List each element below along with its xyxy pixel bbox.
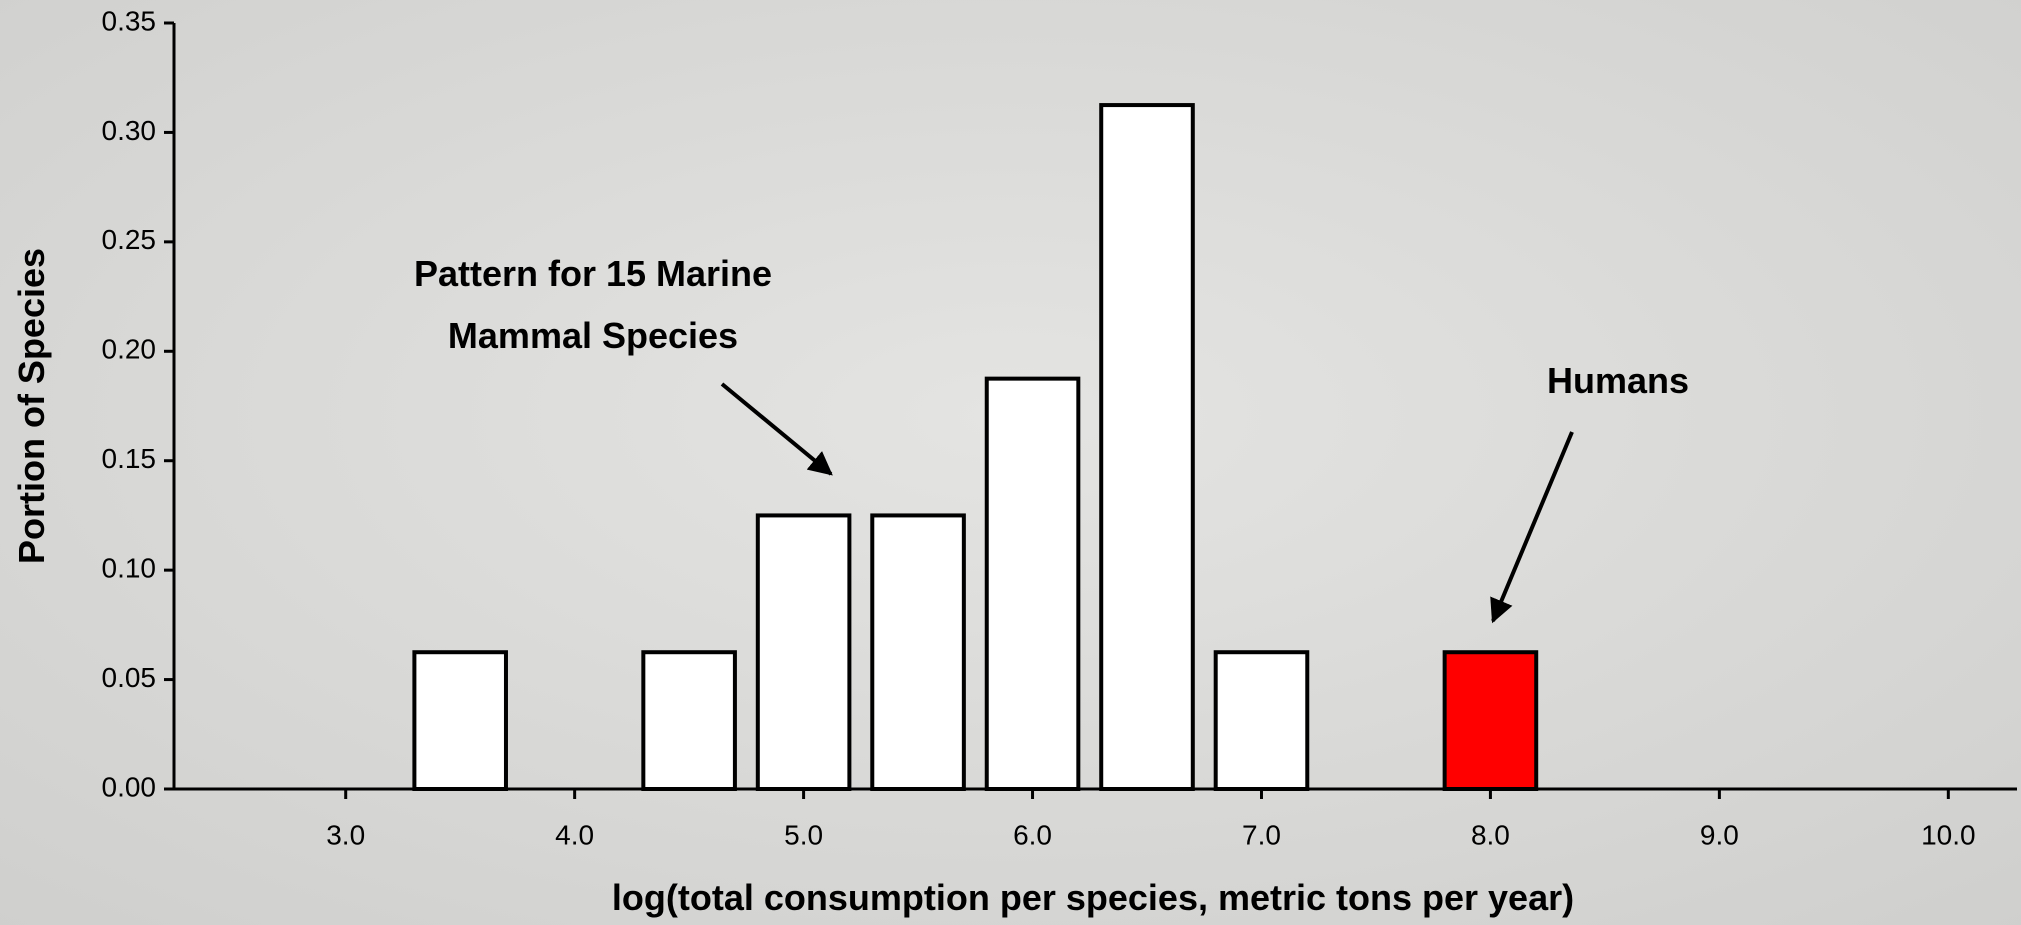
y-tick-label: 0.20 <box>102 334 157 365</box>
annotation: Humans <box>1547 360 1689 401</box>
x-tick-label: 8.0 <box>1471 819 1510 850</box>
x-tick-label: 9.0 <box>1700 819 1739 850</box>
x-tick-label: 7.0 <box>1242 819 1281 850</box>
y-tick-label: 0.00 <box>102 771 157 802</box>
x-tick-label: 4.0 <box>555 819 594 850</box>
bar <box>412 650 508 792</box>
y-tick-label: 0.05 <box>102 662 157 693</box>
bar <box>755 513 852 792</box>
y-tick-label: 0.10 <box>102 553 157 584</box>
annotation-arrow <box>1490 431 1574 624</box>
x-tick-label: 3.0 <box>326 819 365 850</box>
bar <box>1442 650 1539 792</box>
x-tick-label: 5.0 <box>784 819 823 850</box>
annotation-arrow <box>720 382 833 476</box>
annotation: Mammal Species <box>448 315 738 356</box>
bar <box>1099 103 1195 792</box>
y-axis-label: Portion of Species <box>11 248 52 564</box>
bar <box>870 513 966 792</box>
y-tick-label: 0.35 <box>102 5 157 36</box>
bar <box>984 376 1081 791</box>
bar <box>1213 650 1310 792</box>
x-tick-label: 6.0 <box>1013 819 1052 850</box>
x-axis-label: log(total consumption per species, metri… <box>612 877 1574 918</box>
annotation: Pattern for 15 Marine <box>414 253 772 294</box>
y-tick-label: 0.15 <box>102 443 157 474</box>
y-tick-label: 0.25 <box>102 224 157 255</box>
x-tick-label: 10.0 <box>1921 819 1976 850</box>
bar <box>641 650 737 792</box>
y-tick-label: 0.30 <box>102 115 157 146</box>
